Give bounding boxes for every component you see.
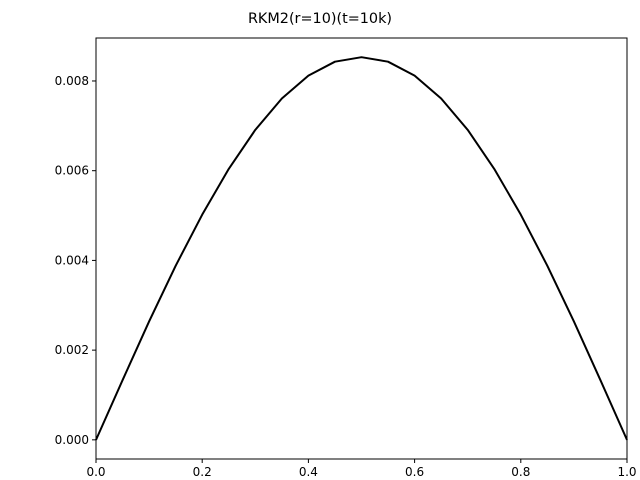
y-tick-label: 0.000	[55, 433, 89, 447]
plot-area	[95, 56, 628, 441]
y-tick-label: 0.006	[55, 164, 89, 178]
y-tick-label: 0.004	[55, 253, 89, 267]
y-tick-label: 0.002	[55, 343, 89, 357]
x-tick-label: 0.4	[299, 465, 318, 479]
y-tick-label: 0.008	[55, 74, 89, 88]
x-tick-label: 1.0	[617, 465, 636, 479]
x-tick-label: 0.0	[86, 465, 105, 479]
axes-frame	[95, 37, 628, 460]
x-tick-label: 0.2	[193, 465, 212, 479]
x-tick-label: 0.6	[405, 465, 424, 479]
axes: 0.0 0.2 0.4 0.6 0.8 1.0 0.000 0.002 0.004 0.006 0.…	[55, 37, 637, 479]
series-line-0	[95, 56, 628, 441]
x-tick-label: 0.8	[511, 465, 530, 479]
chart-title: RKM2(r=10)(t=10k)	[248, 11, 392, 27]
